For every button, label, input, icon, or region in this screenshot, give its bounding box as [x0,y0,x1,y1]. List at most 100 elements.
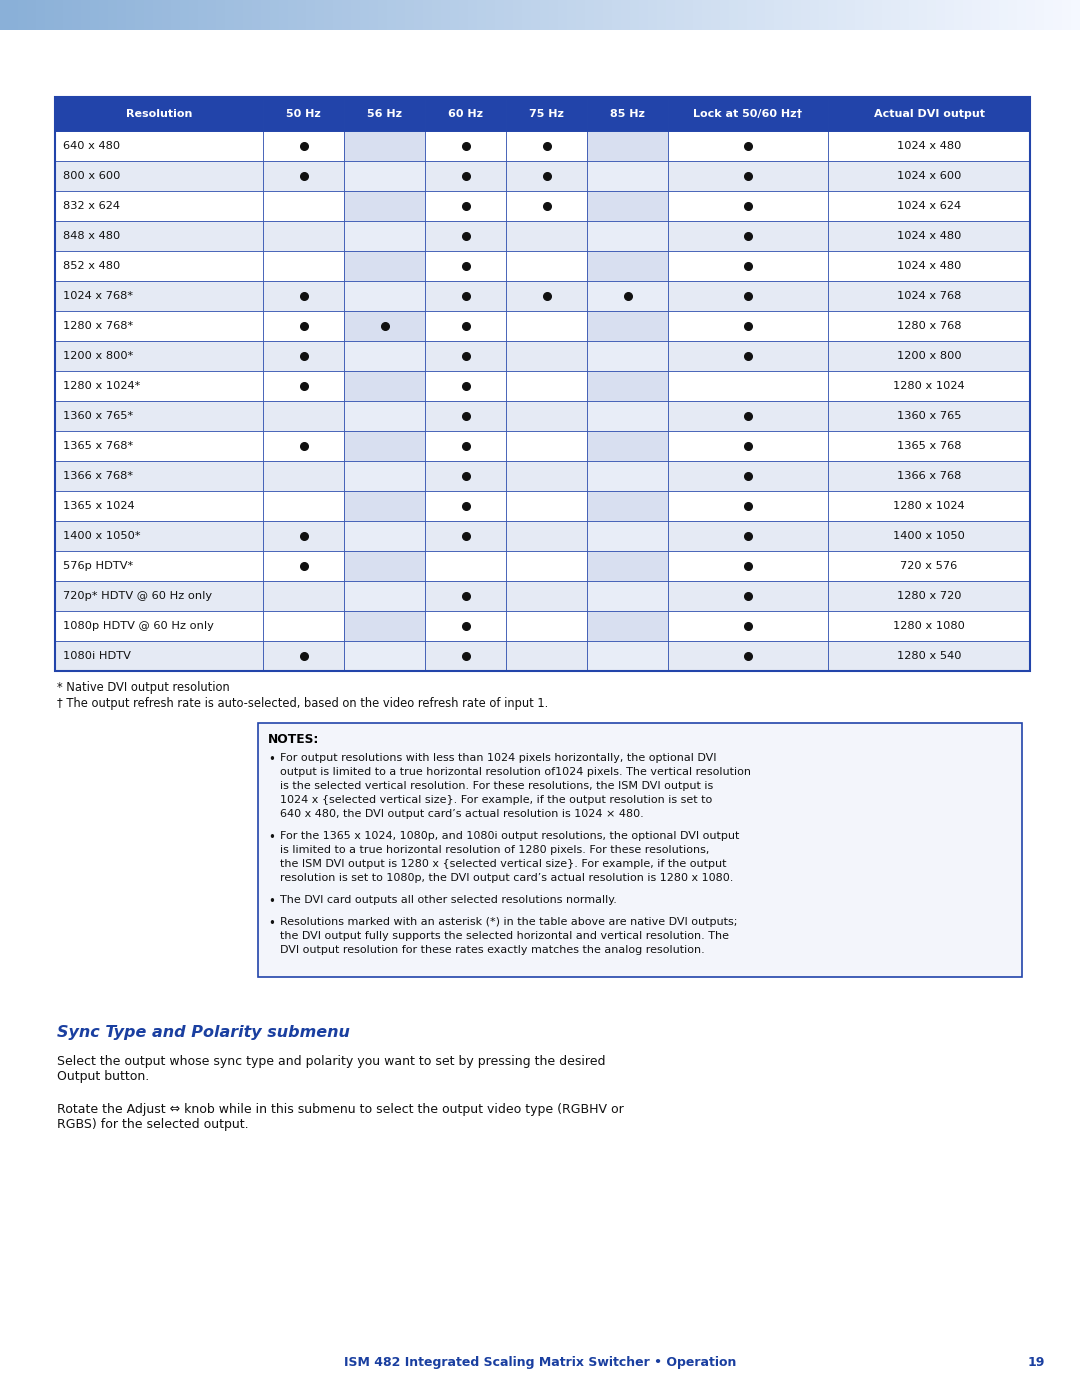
Bar [264,251,345,281]
Bar [669,401,828,432]
Bar [720,0,730,29]
Bar [588,221,669,251]
Bar [333,0,343,29]
Text: 1366 x 768: 1366 x 768 [896,471,961,481]
Bar [345,581,426,610]
Bar [507,490,588,521]
Bar [669,221,828,251]
Bar [507,281,588,312]
Bar [171,0,181,29]
Bar [765,0,775,29]
Bar [426,251,507,281]
Bar [507,312,588,341]
Bar [828,221,1030,251]
Bar [774,0,784,29]
Text: 1365 x 768: 1365 x 768 [896,441,961,451]
Bar [207,0,217,29]
Bar [264,281,345,312]
Bar [261,0,271,29]
Text: resolution is set to 1080p, the DVI output card’s actual resolution is 1280 x 10: resolution is set to 1080p, the DVI outp… [280,873,733,883]
Bar [588,191,669,221]
Bar [588,490,669,521]
Bar [426,401,507,432]
Bar [345,521,426,550]
Text: 85 Hz: 85 Hz [610,109,645,119]
Text: 640 x 480: 640 x 480 [63,141,120,151]
Bar [507,521,588,550]
Bar [342,0,352,29]
Bar [345,251,426,281]
Text: DVI output resolution for these rates exactly matches the analog resolution.: DVI output resolution for these rates ex… [280,944,705,956]
Text: ISM 482 Integrated Scaling Matrix Switcher • Operation: ISM 482 Integrated Scaling Matrix Switch… [343,1356,737,1369]
Text: For output resolutions with less than 1024 pixels horizontally, the optional DVI: For output resolutions with less than 10… [280,753,716,763]
Bar [588,521,669,550]
Bar [396,0,406,29]
Text: NOTES:: NOTES: [268,733,320,746]
Text: 1400 x 1050*: 1400 x 1050* [63,531,140,541]
Bar [81,0,91,29]
Text: Output button.: Output button. [57,1070,149,1083]
Text: Resolutions marked with an asterisk (*) in the table above are native DVI output: Resolutions marked with an asterisk (*) … [280,916,738,928]
Bar [507,221,588,251]
Text: † The output refresh rate is auto-selected, based on the video refresh rate of i: † The output refresh rate is auto-select… [57,697,549,710]
Text: 19: 19 [1028,1356,1045,1369]
Bar [279,0,289,29]
Bar [828,96,1030,131]
Text: 1280 x 1024: 1280 x 1024 [893,381,964,391]
Bar [882,0,892,29]
Bar [588,432,669,461]
Text: 640 x 480, the DVI output card’s actual resolution is 1024 × 480.: 640 x 480, the DVI output card’s actual … [280,809,644,819]
Bar [405,0,415,29]
Bar [55,221,264,251]
Text: 848 x 480: 848 x 480 [63,231,120,242]
Bar [588,131,669,161]
Bar [264,372,345,401]
Bar [669,550,828,581]
Text: 1365 x 1024: 1365 x 1024 [63,502,135,511]
Text: 1280 x 768*: 1280 x 768* [63,321,133,331]
Bar [345,161,426,191]
Bar [918,0,928,29]
Bar [828,251,1030,281]
Bar [828,641,1030,671]
Bar [936,0,946,29]
Bar [63,0,73,29]
Bar [258,724,1022,977]
Bar [588,96,669,131]
Bar [426,191,507,221]
Bar [264,521,345,550]
Bar [426,550,507,581]
Bar [669,610,828,641]
Text: 1024 x 480: 1024 x 480 [896,231,961,242]
Text: Resolution: Resolution [125,109,192,119]
Bar [55,96,1030,671]
Bar [954,0,964,29]
Bar [270,0,280,29]
Bar [72,0,82,29]
Bar [234,0,244,29]
Bar [507,161,588,191]
Text: 720 x 576: 720 x 576 [901,562,958,571]
Text: 1024 x 768*: 1024 x 768* [63,291,133,300]
Bar [55,490,264,521]
Bar [702,0,712,29]
Bar [426,461,507,490]
Bar [252,0,262,29]
Bar [507,96,588,131]
Bar [669,131,828,161]
Bar [345,341,426,372]
Bar [162,0,172,29]
Bar [669,581,828,610]
Bar [588,581,669,610]
Bar [669,490,828,521]
Bar [900,0,910,29]
Bar [594,0,604,29]
Bar [55,432,264,461]
Bar [873,0,883,29]
Bar [999,0,1009,29]
Bar [669,521,828,550]
Bar [345,372,426,401]
Text: 720p* HDTV @ 60 Hz only: 720p* HDTV @ 60 Hz only [63,591,212,601]
Bar [588,251,669,281]
Bar [426,221,507,251]
